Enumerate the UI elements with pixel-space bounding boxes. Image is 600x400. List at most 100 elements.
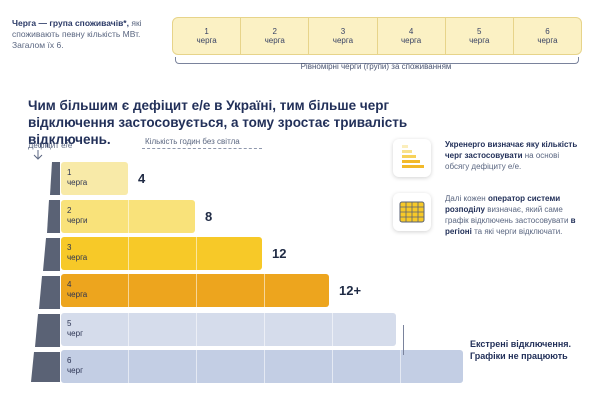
panel1-bold-2: визначає яку кількість черг [445, 140, 578, 160]
bar-segment [265, 274, 333, 307]
queue-number: 6 [545, 27, 550, 36]
bar-segment [129, 237, 197, 270]
arrow-down-icon [33, 150, 43, 160]
queue-label: черга [400, 36, 422, 45]
bar-unit: черги [67, 216, 88, 225]
bar-segment [129, 274, 197, 307]
queue-label: черга [469, 36, 490, 45]
step-1 [50, 162, 60, 195]
bar-segment [61, 274, 129, 307]
step-6 [31, 352, 60, 382]
queue-number: 1 [204, 27, 209, 36]
bar-number: 1 [67, 168, 72, 177]
bar-segment [197, 237, 265, 270]
bar-number: 3 [67, 243, 72, 252]
bar-segment [197, 274, 265, 307]
queue-label: черга [537, 36, 558, 45]
queue-row: 1 черга 2 черга 3 черга 4 черга 5 черга 6 черг… [172, 17, 582, 55]
bar-segment [61, 350, 129, 383]
bar-number: 4 [67, 280, 72, 289]
bar-unit: черга [67, 290, 88, 299]
bar-unit: черга [67, 178, 88, 187]
definition-term: Черга — група споживачів*, [12, 18, 129, 28]
hours-axis-label: Кількість годин без світла [145, 137, 240, 146]
panel2-bold-2: в регіоні [445, 216, 576, 236]
panel2-text-1: Далі кожен [445, 194, 488, 203]
queue-bar-1: 1 черга [61, 162, 129, 195]
queue-number: 2 [272, 27, 277, 36]
queue-box: 4 черга [378, 18, 446, 54]
queue-number: 5 [477, 27, 482, 36]
bar-segment [333, 350, 401, 383]
bar-segment [333, 313, 401, 346]
queue-bar-4: 4 черга [61, 274, 333, 307]
bar-unit: черг [67, 329, 83, 338]
panel2-text-3: та які черги відключати. [471, 227, 563, 236]
queue-label: черга [264, 36, 285, 45]
panel2-bold-1: оператор системи розподілу [445, 194, 561, 214]
queue-label: черга [196, 36, 217, 45]
step-5 [35, 314, 60, 347]
bar-hours: 8 [205, 209, 213, 224]
emergency-line-2: Графіки не працюють [470, 351, 568, 361]
deficit-pyramid [31, 162, 60, 382]
queue-bar-5: 5 черг [61, 313, 401, 346]
bar-segment [61, 200, 129, 233]
queue-number: 4 [408, 27, 414, 36]
schedule-grid-icon [399, 201, 425, 223]
queues-bracket [175, 57, 579, 64]
bar-segment [129, 200, 197, 233]
queue-box: 2 черга [241, 18, 310, 54]
queue-number: 3 [340, 27, 346, 36]
panel1-bold-3: застосовувати [462, 151, 523, 160]
panel1-bold-1: Укренерго [445, 140, 486, 149]
hours-axis-line [142, 148, 262, 149]
bar-segment [61, 237, 129, 270]
queue-box: 3 черга [309, 18, 378, 54]
deficit-axis-label: Дефіцит е/е [28, 141, 73, 150]
bar-unit: черг [67, 366, 83, 375]
definition-text: які споживають певну кількість МВт. Зага… [12, 18, 142, 50]
bar-hours: 4 [138, 171, 146, 186]
bar-segment [265, 313, 333, 346]
emergency-note: Екстрені відключення. Графіки не працюют… [470, 338, 571, 362]
headline: Чим більшим є дефіцит е/е в Україні, тим… [28, 98, 408, 147]
bar-number: 2 [67, 206, 72, 215]
bar-segment [197, 313, 265, 346]
bar-segment [129, 350, 197, 383]
queue-box: 1 черга [173, 18, 242, 54]
bar-label: 3 черга [67, 243, 87, 263]
bar-label: 5 черг [67, 319, 83, 339]
queue-bar-2: 2 черги [61, 200, 197, 233]
emergency-line-1: Екстрені відключення. [470, 339, 572, 349]
queue-bar-3: 3 черга [61, 237, 265, 270]
step-2 [47, 200, 60, 233]
bar-unit: черга [67, 253, 88, 262]
bar-label: 4 черга [67, 280, 87, 300]
queue-box: 5 черга [446, 18, 514, 54]
schedule-card [393, 193, 431, 231]
queue-bar-6: 6 черг [61, 350, 469, 383]
bar-hours: 12+ [339, 283, 362, 298]
queue-box: 6 черга [514, 18, 581, 54]
bar-segment [129, 313, 197, 346]
step-4 [39, 276, 60, 309]
bar-chart-card [393, 139, 431, 177]
bar-number: 5 [67, 319, 72, 328]
bar-number: 6 [67, 356, 72, 365]
bar-segment [265, 350, 333, 383]
queues-caption: Рівномірні черги (групи) за споживанням [300, 62, 452, 71]
bar-hours: 12 [272, 246, 287, 261]
bar-segment [61, 162, 129, 195]
bar-label: 6 черг [67, 356, 83, 376]
panel1-text: на основі обсягу дефіциту е/е. [445, 151, 560, 171]
bar-segment [197, 350, 265, 383]
bar-label: 2 черги [67, 206, 87, 226]
panel2-text-2: визначає, який саме графік відключень за… [445, 205, 571, 225]
bar-label: 1 черга [67, 168, 87, 188]
queue-label: черга [332, 36, 354, 45]
bar-segment [401, 350, 469, 383]
step-3 [43, 238, 60, 271]
queue-definition: Черга — група споживачів*, які споживают… [12, 18, 162, 51]
emergency-bracket [403, 325, 464, 355]
